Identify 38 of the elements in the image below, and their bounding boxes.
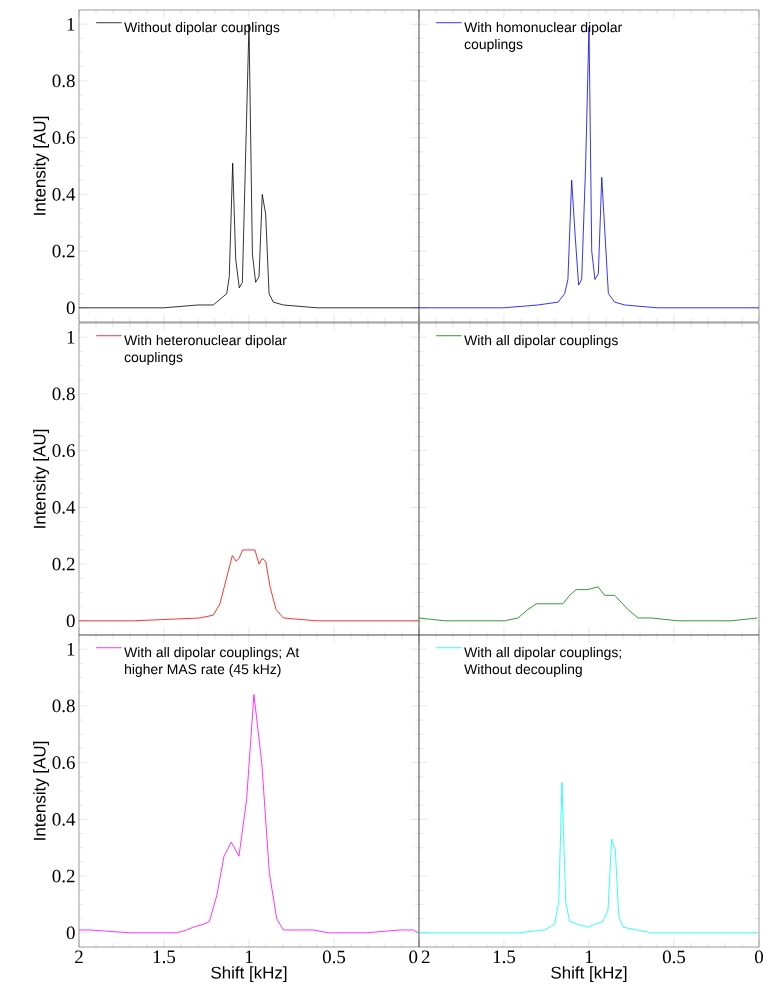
y-axis-title: Intensity [AU] <box>33 116 49 215</box>
x-tick-label: 1.5 <box>153 950 176 964</box>
y-axis-title: Intensity [AU] <box>33 741 49 840</box>
y-tick-label: 0 <box>66 614 75 628</box>
legend-label: With heteronuclear dipolar couplings <box>124 334 287 365</box>
y-tick-label: 0 <box>66 926 75 940</box>
y-axis-title: Intensity [AU] <box>33 429 49 528</box>
y-tick-label: 0.6 <box>52 444 75 458</box>
y-tick-label: 0.2 <box>52 557 75 571</box>
y-tick-label: 1 <box>67 330 75 344</box>
y-tick-label: 0.4 <box>52 187 76 201</box>
y-tick-label: 0.8 <box>52 699 75 713</box>
y-tick-label: 0.4 <box>52 812 76 826</box>
legend-label: With all dipolar couplings <box>464 334 618 348</box>
x-tick-label: 2 <box>421 950 430 964</box>
x-tick-label: 1 <box>245 950 253 964</box>
y-tick-label: 0.6 <box>52 756 75 770</box>
x-tick-label: 0 <box>754 950 763 964</box>
y-tick-label: 0 <box>66 301 75 315</box>
legend-label: With homonuclear dipolar couplings <box>464 21 622 52</box>
y-tick-label: 0.8 <box>52 387 75 401</box>
legend-label: With all dipolar couplings; At higher MAS rate (45 kHz) <box>124 646 300 677</box>
x-tick-label: 0.5 <box>662 950 686 964</box>
x-tick-label: 2 <box>75 950 83 964</box>
y-tick-label: 0.6 <box>52 131 75 145</box>
x-tick-label: 1 <box>585 950 593 964</box>
x-axis-title: Shift [kHz] <box>551 966 627 982</box>
y-tick-label: 0.4 <box>52 500 76 514</box>
y-tick-label: 1 <box>67 642 75 656</box>
y-tick-label: 0.8 <box>52 74 75 88</box>
x-tick-label: 1.5 <box>493 950 516 964</box>
y-tick-label: 0.2 <box>52 244 75 258</box>
x-axis-title: Shift [kHz] <box>211 966 287 982</box>
y-tick-label: 1 <box>67 17 75 31</box>
y-tick-label: 0.2 <box>52 869 75 883</box>
x-tick-label: 0 <box>409 950 418 964</box>
legend-label: With all dipolar couplings; Without decoupling <box>464 646 621 677</box>
x-tick-label: 0.5 <box>322 950 346 964</box>
